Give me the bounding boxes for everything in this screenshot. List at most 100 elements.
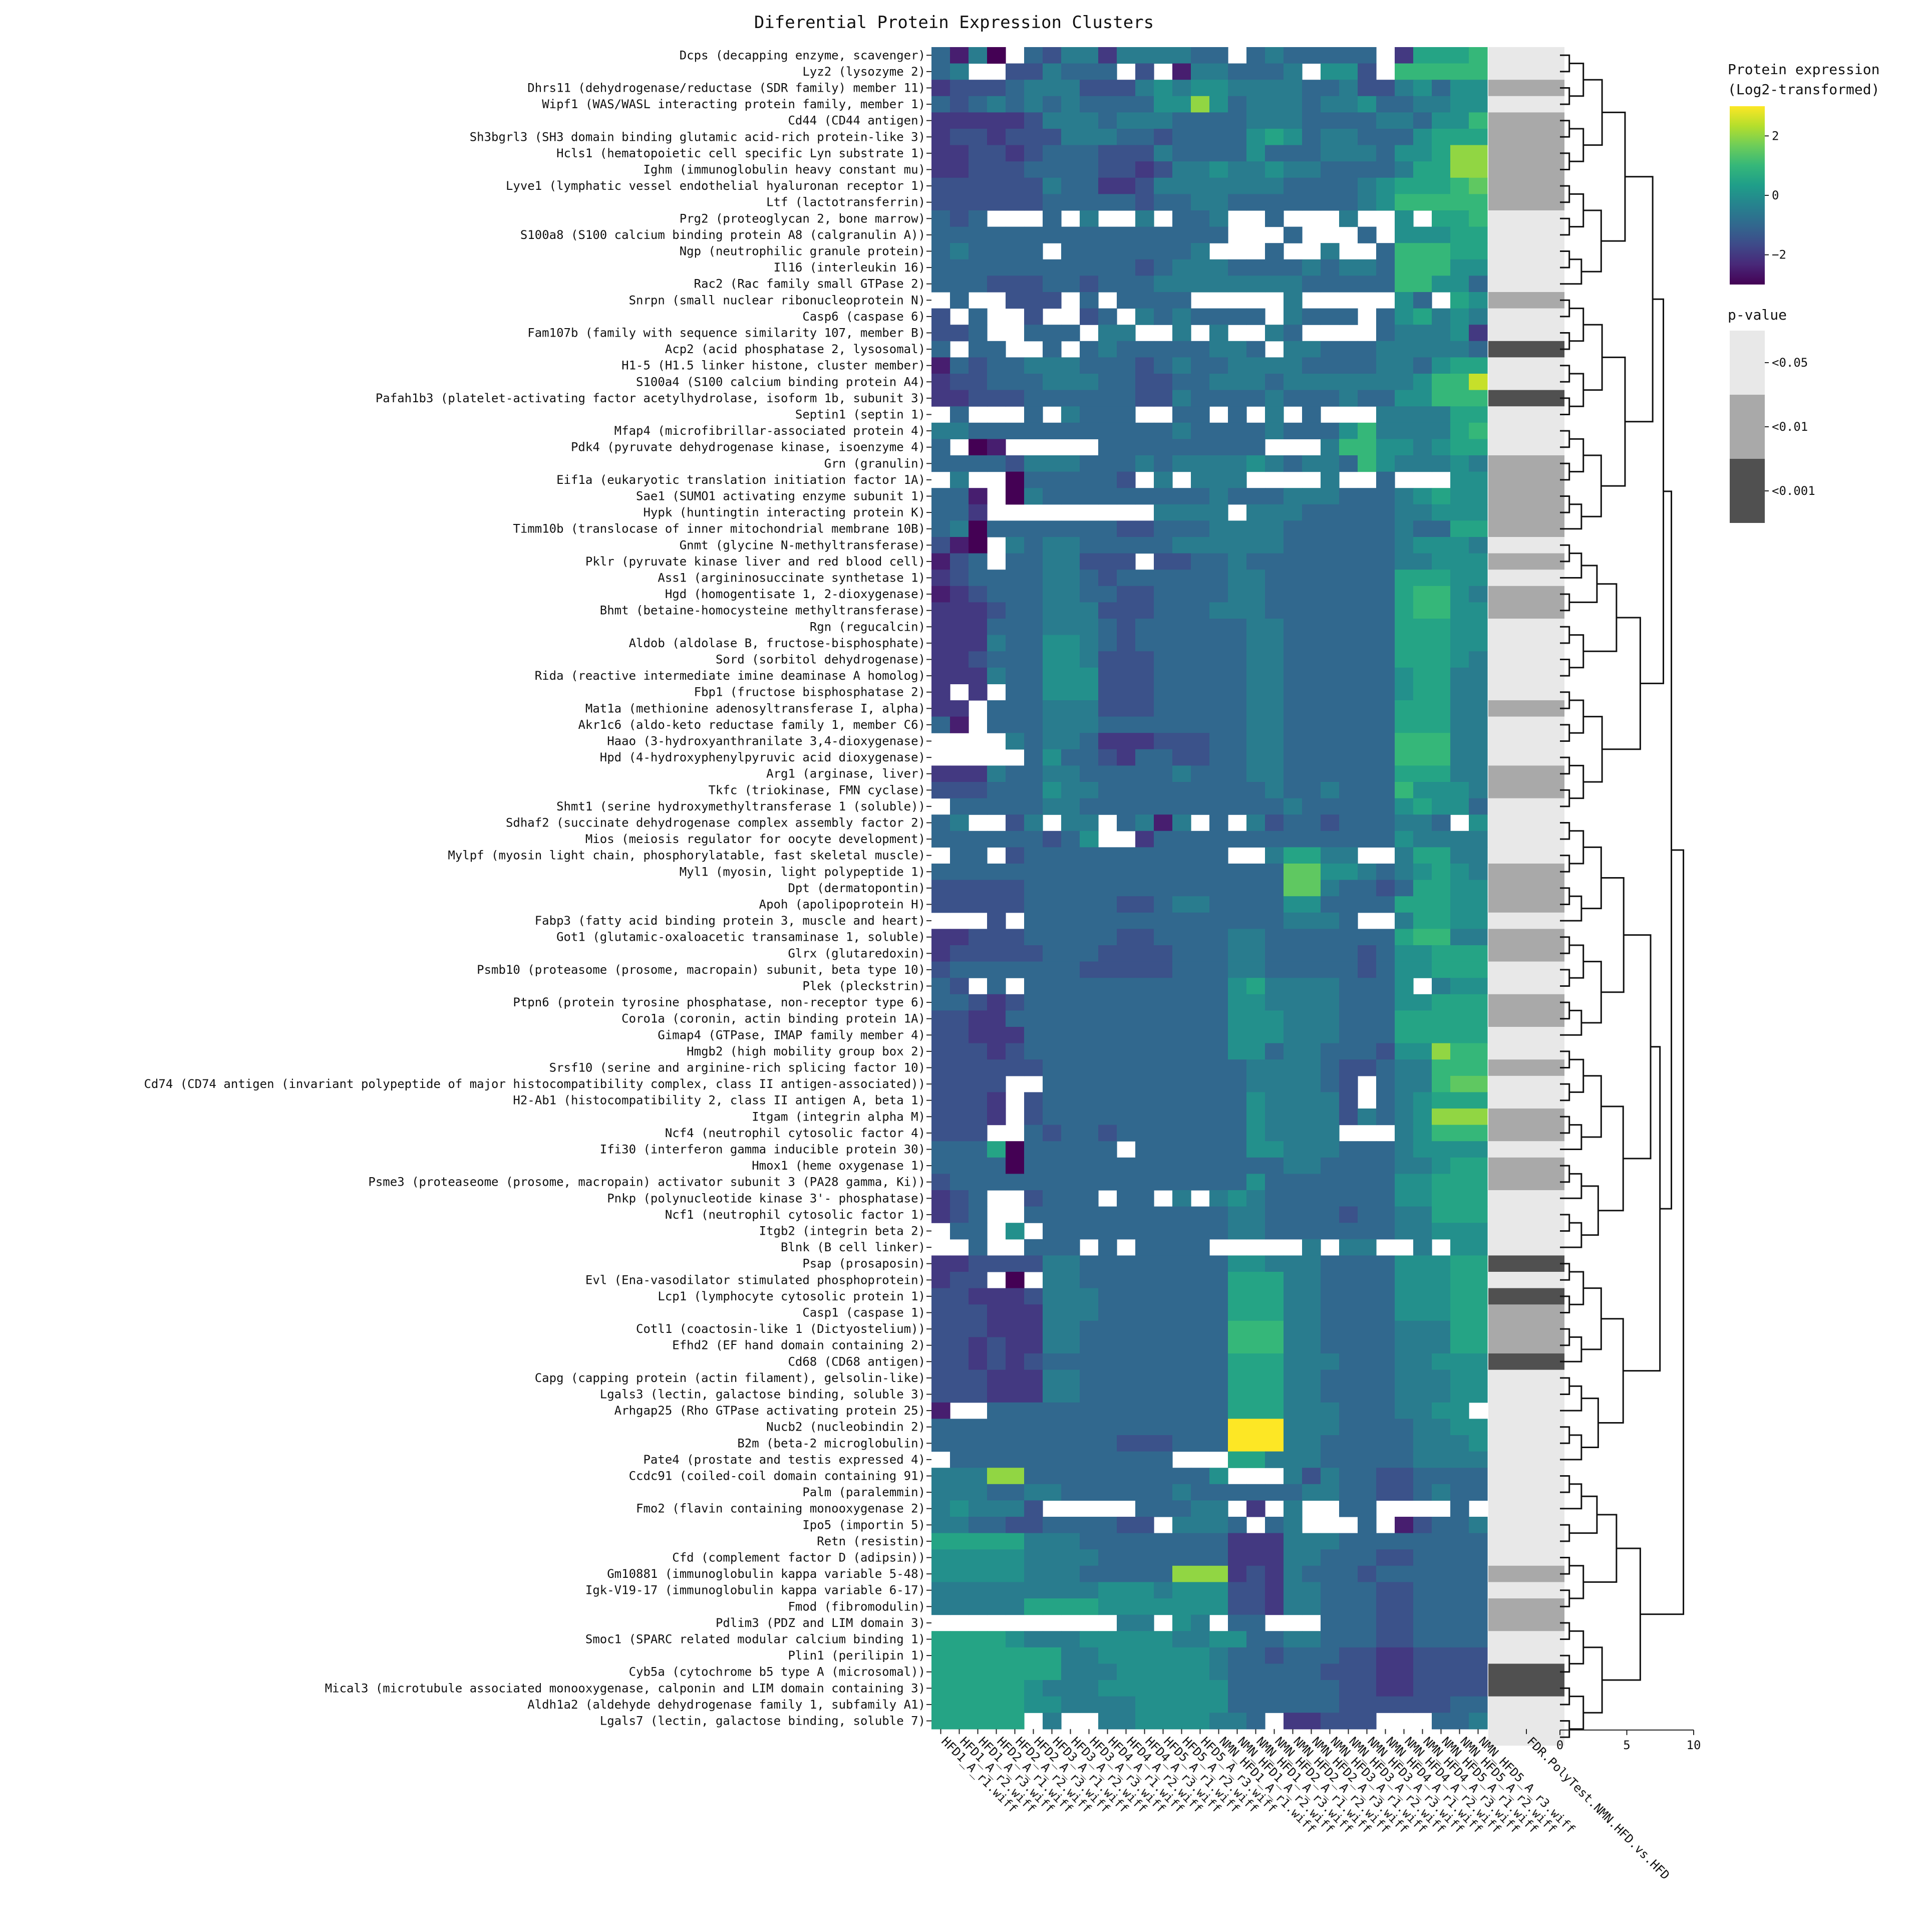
- heatmap-cell: [1135, 1565, 1154, 1582]
- heatmap-cell: [1061, 275, 1080, 293]
- heatmap-cell: [1376, 259, 1395, 276]
- heatmap-cell: [1135, 129, 1154, 146]
- heatmap-cell: [1061, 912, 1080, 929]
- heatmap-cell: [1043, 422, 1062, 439]
- heatmap-cell: [1172, 880, 1191, 897]
- heatmap-cell: [1080, 765, 1099, 782]
- heatmap-cell: [1135, 945, 1154, 962]
- heatmap-cell: [969, 1304, 988, 1321]
- heatmap-cell: [1469, 880, 1488, 897]
- pvalue-cell: [1488, 1190, 1564, 1207]
- heatmap-cell: [987, 1713, 1006, 1730]
- heatmap-cell: [1135, 1141, 1154, 1158]
- heatmap-cell: [1098, 1386, 1117, 1403]
- heatmap-cell: [1339, 63, 1358, 80]
- heatmap-cell: [1395, 1304, 1414, 1321]
- heatmap-cell: [1006, 1598, 1025, 1615]
- heatmap-cell: [1321, 831, 1340, 848]
- heatmap-cell: [1172, 1157, 1191, 1174]
- heatmap-cell: [1302, 700, 1321, 717]
- heatmap-cell: [1117, 1206, 1136, 1223]
- heatmap-cell: [1172, 1337, 1191, 1354]
- heatmap-cell: [1061, 1435, 1080, 1452]
- row-label: Akr1c6 (aldo-keto reductase family 1, me…: [578, 718, 925, 732]
- heatmap-cell: [1154, 1125, 1173, 1142]
- heatmap-cell: [1117, 1484, 1136, 1501]
- heatmap-cell: [1246, 978, 1265, 995]
- heatmap-cell: [1209, 1386, 1228, 1403]
- heatmap-cell: [1098, 798, 1117, 815]
- heatmap-cell: [1284, 1272, 1303, 1289]
- heatmap-cell: [1154, 1713, 1173, 1730]
- heatmap-cell: [950, 1010, 969, 1027]
- heatmap-cell: [1450, 684, 1469, 701]
- heatmap-cell: [969, 96, 988, 113]
- pvalue-cell: [1488, 1337, 1564, 1354]
- heatmap-cell: [1376, 520, 1395, 537]
- heatmap-cell: [1154, 602, 1173, 619]
- heatmap-cell: [1135, 896, 1154, 913]
- heatmap-cell: [1061, 63, 1080, 80]
- heatmap-cell: [1246, 63, 1265, 80]
- heatmap-cell: [1302, 504, 1321, 521]
- heatmap-cell: [1209, 994, 1228, 1011]
- heatmap-cell: [969, 1451, 988, 1468]
- heatmap-cell: [1191, 243, 1210, 260]
- heatmap-cell: [1265, 520, 1284, 537]
- heatmap-cell: [1358, 994, 1377, 1011]
- heatmap-cell: [1450, 1272, 1469, 1289]
- pvalue-cell: [1488, 1059, 1564, 1076]
- heatmap-cell: [1043, 847, 1062, 864]
- heatmap-cell: [1339, 1157, 1358, 1174]
- heatmap-cell: [1450, 994, 1469, 1011]
- heatmap-cell: [1154, 1272, 1173, 1289]
- heatmap-cell: [1284, 275, 1303, 293]
- dendrogram-branch: [1569, 830, 1584, 865]
- heatmap-cell: [1228, 1353, 1247, 1370]
- heatmap-cell: [1302, 161, 1321, 178]
- heatmap-cell: [1339, 831, 1358, 848]
- heatmap-cell: [1191, 847, 1210, 864]
- row-label: Psmb10 (proteasome (prosome, macropain) …: [477, 963, 925, 977]
- heatmap-cell: [1339, 1435, 1358, 1452]
- heatmap-cell: [1098, 1206, 1117, 1223]
- heatmap-cell: [1154, 1027, 1173, 1044]
- heatmap-cell: [1395, 684, 1414, 701]
- dendrogram-branch: [1601, 877, 1625, 993]
- heatmap-cell: [1432, 1402, 1451, 1419]
- heatmap-cell: [950, 47, 969, 64]
- heatmap-cell: [1228, 1533, 1247, 1550]
- pvalue-cell: [1488, 831, 1564, 848]
- heatmap-cell: [987, 1500, 1006, 1517]
- row-label: Igk-V19-17 (immunoglobulin kappa variabl…: [585, 1583, 925, 1597]
- heatmap-cell: [1432, 1419, 1451, 1436]
- heatmap-cell: [1284, 716, 1303, 733]
- heatmap-cell: [1135, 978, 1154, 995]
- heatmap-cell: [1061, 1059, 1080, 1076]
- heatmap-cell: [1043, 374, 1062, 391]
- heatmap-cell: [1024, 684, 1043, 701]
- row-label: Lgals7 (lectin, galactose binding, solub…: [600, 1714, 925, 1728]
- heatmap-cell: [1024, 570, 1043, 587]
- heatmap-cell: [1413, 112, 1432, 129]
- heatmap-cell: [1432, 586, 1451, 603]
- dendrogram-branch: [1583, 583, 1618, 652]
- heatmap-cell: [1265, 1059, 1284, 1076]
- heatmap-cell: [1043, 602, 1062, 619]
- heatmap-cell: [987, 1386, 1006, 1403]
- heatmap-cell: [1358, 1696, 1377, 1713]
- heatmap-cell: [1061, 1092, 1080, 1109]
- heatmap-cell: [1246, 602, 1265, 619]
- heatmap-cell: [1006, 1664, 1025, 1681]
- heatmap-cell: [1172, 275, 1191, 293]
- heatmap-cell: [1376, 275, 1395, 293]
- heatmap-cell: [1006, 619, 1025, 636]
- heatmap-cell: [1061, 1517, 1080, 1534]
- row-label: Palm (paralemmin): [802, 1485, 925, 1499]
- heatmap-cell: [1191, 1419, 1210, 1436]
- heatmap-cell: [1024, 1369, 1043, 1387]
- heatmap-cell: [1043, 1255, 1062, 1272]
- row-label: Ass1 (argininosuccinate synthetase 1): [658, 571, 925, 585]
- heatmap-cell: [1358, 439, 1377, 456]
- heatmap-cell: [1395, 177, 1414, 194]
